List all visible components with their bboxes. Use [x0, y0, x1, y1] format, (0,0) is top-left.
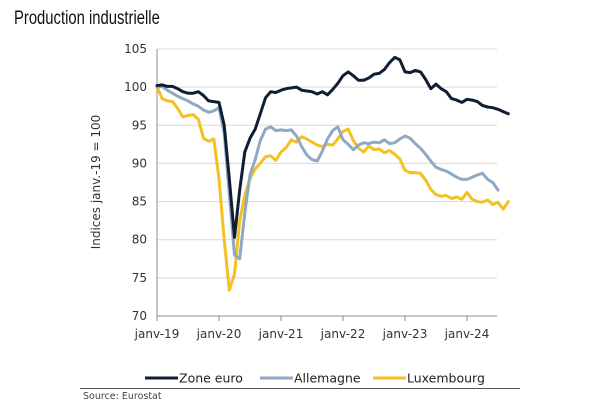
x-tick-label: janv-24	[444, 327, 490, 341]
y-tick-label: 100	[124, 80, 147, 94]
legend: Zone euro Allemagne Luxembourg	[145, 371, 485, 386]
axes	[156, 49, 497, 317]
legend-label: Allemagne	[294, 371, 361, 386]
legend-label: Luxembourg	[407, 371, 485, 386]
x-tick-label: janv-22	[320, 327, 366, 341]
legend-label: Zone euro	[179, 371, 243, 386]
series-line-allemagne	[155, 84, 500, 261]
x-tick-label: janv-21	[258, 327, 304, 341]
chart-title: Production industrielle	[14, 8, 160, 29]
x-tick-label: janv-19	[134, 327, 180, 341]
series-line-zone-euro	[155, 55, 510, 239]
y-tick-label: 75	[132, 271, 147, 285]
series-line-luxembourg	[155, 85, 510, 292]
source-note: Source: Eurostat	[83, 391, 162, 402]
footer-divider	[80, 388, 520, 389]
x-tick-label: janv-23	[382, 327, 428, 341]
series-lines	[155, 55, 510, 292]
y-tick-label: 105	[124, 42, 147, 56]
y-tick-label: 95	[132, 118, 147, 132]
y-tick-label: 85	[132, 195, 147, 209]
y-tick-label: 90	[132, 156, 147, 170]
y-tick-label: 80	[132, 233, 147, 247]
y-tick-label: 70	[132, 309, 147, 323]
y-axis-ticks: 70 75 80 85 90 95 100 105	[124, 42, 147, 323]
x-axis-ticks: janv-19 janv-20 janv-21 janv-22 janv-23 janv-…	[134, 316, 490, 341]
y-axis-label: Indices janv.-19 = 100	[89, 115, 103, 250]
x-tick-label: janv-20	[196, 327, 242, 341]
gridlines	[157, 48, 497, 279]
